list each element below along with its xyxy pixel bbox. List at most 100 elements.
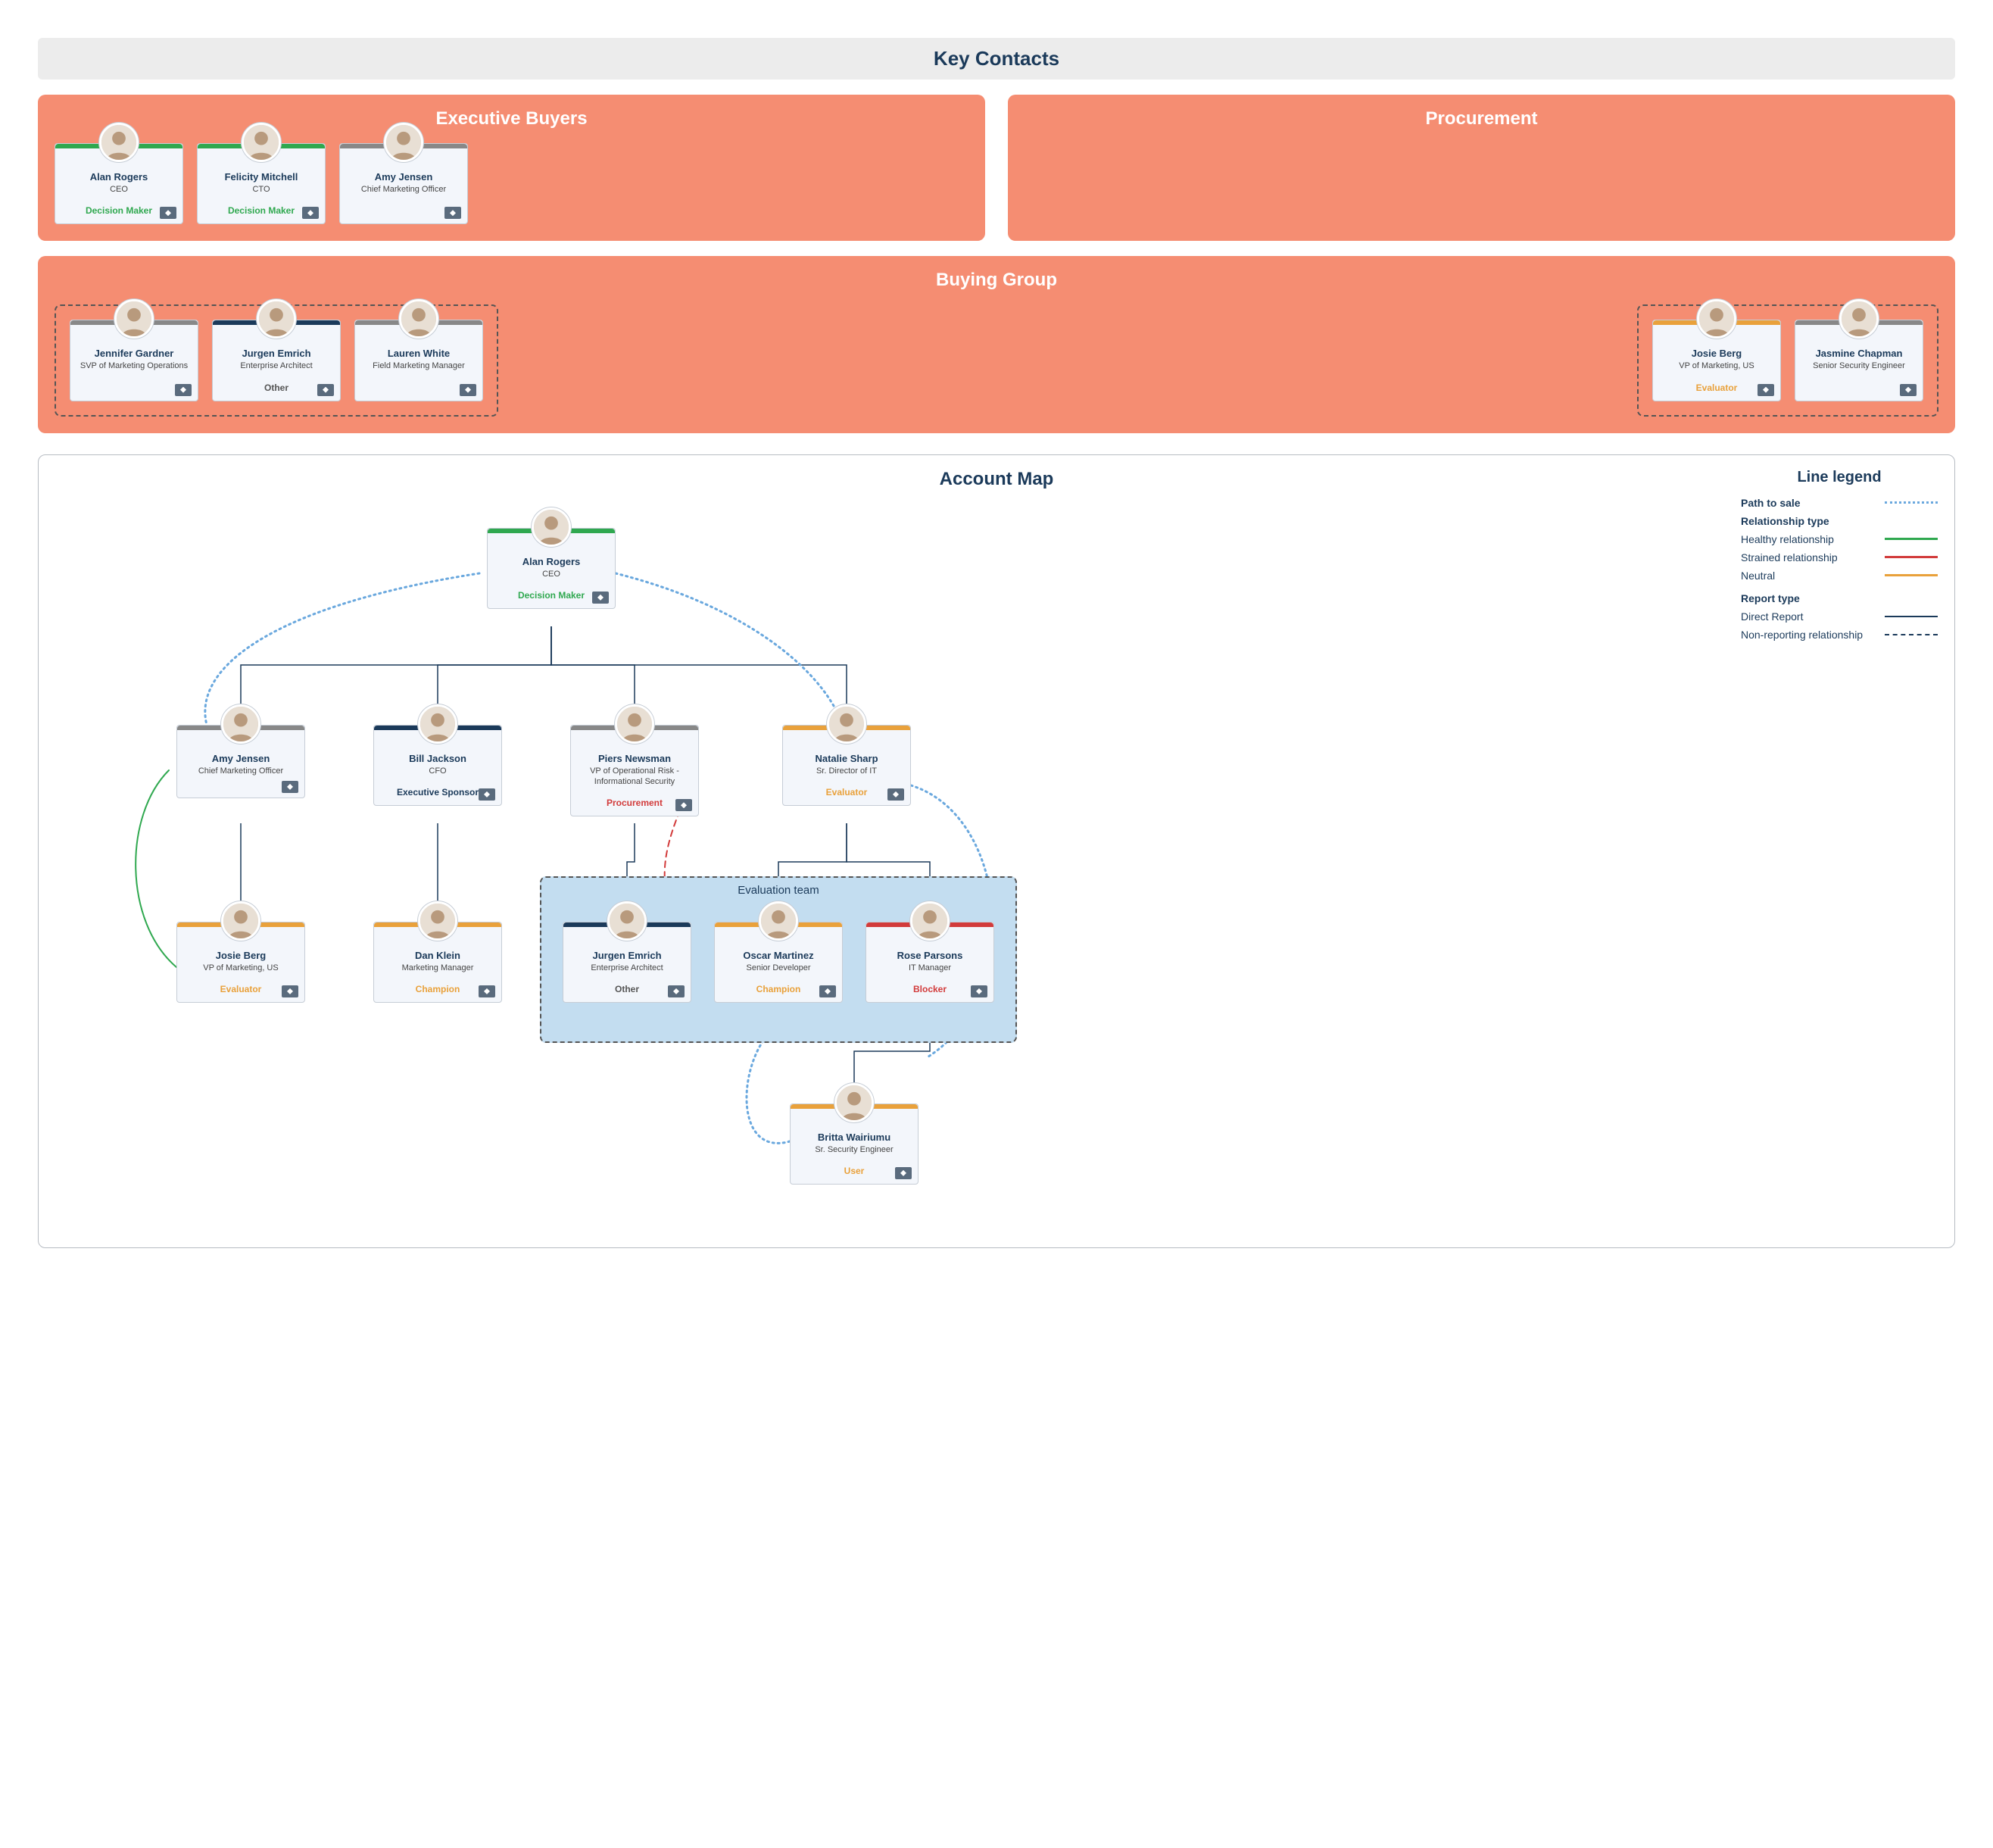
avatar <box>221 901 260 941</box>
card-badge-icon[interactable] <box>160 207 176 219</box>
avatar <box>827 704 866 744</box>
card-name: Natalie Sharp <box>789 753 904 764</box>
card-badge-icon[interactable] <box>819 985 836 997</box>
avatar <box>384 123 423 162</box>
buying-right-group: Josie Berg VP of Marketing, US Evaluator… <box>1637 304 1938 416</box>
account-map-title: Account Map <box>55 469 1938 490</box>
contact-card[interactable]: Felicity Mitchell CTO Decision Maker <box>197 143 326 224</box>
contact-card[interactable]: Amy Jensen Chief Marketing Officer <box>339 143 468 224</box>
avatar <box>615 704 654 744</box>
card-title: CEO <box>61 184 176 195</box>
card-title: Senior Developer <box>721 963 836 973</box>
card-title: CFO <box>380 766 495 776</box>
buying-left-group: Jennifer Gardner SVP of Marketing Operat… <box>55 304 498 416</box>
card-badge-icon[interactable] <box>479 985 495 997</box>
connectors-svg <box>55 498 1938 1225</box>
card-title: Enterprise Architect <box>569 963 685 973</box>
avatar <box>834 1083 874 1122</box>
card-title: IT Manager <box>872 963 987 973</box>
avatar <box>99 123 139 162</box>
card-name: Amy Jensen <box>183 753 298 764</box>
card-badge-icon[interactable] <box>971 985 987 997</box>
executive-cards: Alan Rogers CEO Decision Maker Felicity … <box>55 143 968 224</box>
contact-card[interactable]: Jennifer Gardner SVP of Marketing Operat… <box>70 320 198 401</box>
card-name: Jennifer Gardner <box>76 348 192 359</box>
card-title: VP of Marketing, US <box>1659 361 1774 371</box>
card-title: SVP of Marketing Operations <box>76 361 192 371</box>
contact-card[interactable]: Dan Klein Marketing Manager Champion <box>373 922 502 1003</box>
card-name: Felicity Mitchell <box>204 171 319 183</box>
contact-card[interactable]: Jasmine Chapman Senior Security Engineer <box>1795 320 1923 401</box>
card-name: Oscar Martinez <box>721 950 836 961</box>
contact-card[interactable]: Rose Parsons IT Manager Blocker <box>866 922 994 1003</box>
card-name: Rose Parsons <box>872 950 987 961</box>
card-name: Alan Rogers <box>61 171 176 183</box>
contact-card[interactable]: Oscar Martinez Senior Developer Champion <box>714 922 843 1003</box>
procurement-panel: Procurement <box>1008 95 1955 241</box>
card-name: Piers Newsman <box>577 753 692 764</box>
card-name: Josie Berg <box>1659 348 1774 359</box>
card-title: Chief Marketing Officer <box>346 184 461 195</box>
card-badge-icon[interactable] <box>317 384 334 396</box>
contact-card[interactable]: Alan Rogers CEO Decision Maker <box>55 143 183 224</box>
map-canvas: Evaluation team Alan Rogers CEO Decision… <box>55 498 1938 1225</box>
procurement-title: Procurement <box>1025 108 1938 130</box>
card-name: Dan Klein <box>380 950 495 961</box>
contact-card[interactable]: Piers Newsman VP of Operational Risk - I… <box>570 725 699 817</box>
avatar <box>607 901 647 941</box>
contact-card[interactable]: Jurgen Emrich Enterprise Architect Other <box>212 320 341 401</box>
card-name: Jurgen Emrich <box>569 950 685 961</box>
card-title: Enterprise Architect <box>219 361 334 371</box>
contact-card[interactable]: Jurgen Emrich Enterprise Architect Other <box>563 922 691 1003</box>
avatar <box>399 299 438 339</box>
card-badge-icon[interactable] <box>444 207 461 219</box>
avatar <box>221 704 260 744</box>
card-title: Marketing Manager <box>380 963 495 973</box>
card-name: Bill Jackson <box>380 753 495 764</box>
card-badge-icon[interactable] <box>592 592 609 604</box>
card-badge-icon[interactable] <box>675 799 692 811</box>
card-badge-icon[interactable] <box>460 384 476 396</box>
contact-card[interactable]: Britta Wairiumu Sr. Security Engineer Us… <box>790 1103 919 1185</box>
buying-group-panel: Buying Group Jennifer Gardner SVP of Mar… <box>38 256 1955 432</box>
contact-card[interactable]: Natalie Sharp Sr. Director of IT Evaluat… <box>782 725 911 806</box>
card-title: Sr. Director of IT <box>789 766 904 776</box>
card-badge-icon[interactable] <box>479 788 495 801</box>
card-badge-icon[interactable] <box>282 985 298 997</box>
card-title: Chief Marketing Officer <box>183 766 298 776</box>
card-name: Jurgen Emrich <box>219 348 334 359</box>
contact-card[interactable]: Alan Rogers CEO Decision Maker <box>487 528 616 609</box>
contact-card[interactable]: Amy Jensen Chief Marketing Officer <box>176 725 305 798</box>
buying-title: Buying Group <box>55 270 1938 291</box>
account-map-panel: Account Map Line legend Path to sale Rel… <box>38 454 1955 1248</box>
card-badge-icon[interactable] <box>1758 384 1774 396</box>
eval-team-label: Evaluation team <box>738 884 819 897</box>
card-badge-icon[interactable] <box>887 788 904 801</box>
legend-title: Line legend <box>1741 469 1938 486</box>
avatar <box>532 507 571 547</box>
card-name: Alan Rogers <box>494 556 609 567</box>
avatar <box>114 299 154 339</box>
card-title: Field Marketing Manager <box>361 361 476 371</box>
contact-card[interactable]: Bill Jackson CFO Executive Sponsor <box>373 725 502 806</box>
contact-card[interactable]: Josie Berg VP of Marketing, US Evaluator <box>1652 320 1781 401</box>
card-badge-icon[interactable] <box>282 781 298 793</box>
card-name: Lauren White <box>361 348 476 359</box>
card-badge-icon[interactable] <box>1900 384 1917 396</box>
executive-buyers-panel: Executive Buyers Alan Rogers CEO Decisio… <box>38 95 985 241</box>
card-name: Amy Jensen <box>346 171 461 183</box>
contact-card[interactable]: Josie Berg VP of Marketing, US Evaluator <box>176 922 305 1003</box>
key-contacts-header: Key Contacts <box>38 38 1955 80</box>
card-badge-icon[interactable] <box>175 384 192 396</box>
card-name: Josie Berg <box>183 950 298 961</box>
avatar <box>910 901 950 941</box>
card-badge-icon[interactable] <box>302 207 319 219</box>
card-badge-icon[interactable] <box>668 985 685 997</box>
top-row: Executive Buyers Alan Rogers CEO Decisio… <box>38 95 1955 241</box>
executive-title: Executive Buyers <box>55 108 968 130</box>
card-title: Sr. Security Engineer <box>797 1144 912 1155</box>
card-title: CEO <box>494 569 609 579</box>
card-badge-icon[interactable] <box>895 1167 912 1179</box>
avatar <box>759 901 798 941</box>
contact-card[interactable]: Lauren White Field Marketing Manager <box>354 320 483 401</box>
